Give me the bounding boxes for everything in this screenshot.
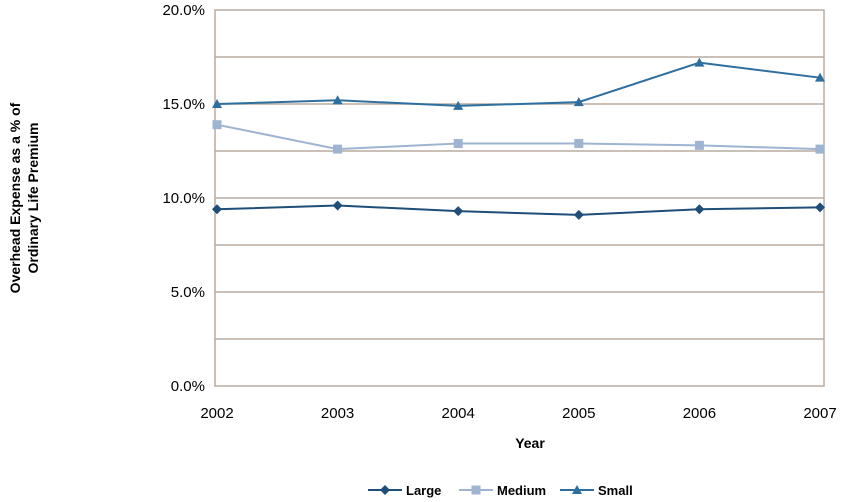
series-medium xyxy=(212,120,825,154)
x-axis-title: Year xyxy=(515,435,545,451)
y-axis-title-line-1: Overhead Expense as a % of xyxy=(7,102,23,293)
diamond-marker xyxy=(573,209,584,220)
diamond-marker xyxy=(694,204,705,215)
triangle-marker-body xyxy=(572,485,582,494)
y-tick-label: 10.0% xyxy=(162,190,205,207)
series-small xyxy=(212,56,825,110)
y-axis-title-line-2: Ordinary Life Premium xyxy=(25,123,41,274)
triangle-marker xyxy=(212,97,222,108)
series-line xyxy=(216,123,821,151)
legend-label: Medium xyxy=(497,483,546,498)
series-large xyxy=(212,200,825,220)
square-marker xyxy=(453,138,463,148)
series-line xyxy=(216,204,821,216)
x-tick-label: 2005 xyxy=(562,405,595,422)
triangle-marker xyxy=(332,93,343,105)
series-line xyxy=(216,61,821,107)
square-marker xyxy=(815,144,825,154)
y-tick-label: 15.0% xyxy=(162,96,205,113)
diamond-marker xyxy=(380,485,390,495)
legend-item-small: Small xyxy=(560,483,633,498)
square-marker xyxy=(212,120,222,130)
diamond-marker xyxy=(815,202,825,213)
legend-label: Large xyxy=(406,483,441,498)
triangle-marker-body xyxy=(453,100,464,110)
triangle-marker xyxy=(453,99,464,110)
triangle-marker xyxy=(815,71,825,82)
triangle-marker xyxy=(694,56,705,67)
triangle-marker-body xyxy=(332,95,343,105)
square-marker xyxy=(333,144,343,154)
legend-item-medium: Medium xyxy=(459,483,546,498)
legend: Large Medium Small xyxy=(368,483,633,498)
triangle-marker-body xyxy=(573,97,584,107)
x-tick-label: 2003 xyxy=(321,405,354,422)
square-marker xyxy=(574,138,584,148)
legend-label: Small xyxy=(598,483,633,498)
triangle-marker xyxy=(573,95,584,107)
square-marker xyxy=(471,485,481,495)
x-tick-labels: 2002 2003 2004 2005 2006 2007 xyxy=(200,405,836,422)
x-tick-label: 2004 xyxy=(442,405,475,422)
y-tick-label: 0.0% xyxy=(171,378,205,395)
y-tick-label: 5.0% xyxy=(171,284,205,301)
x-tick-label: 2002 xyxy=(200,405,233,422)
square-marker xyxy=(694,140,704,150)
triangle-marker xyxy=(572,483,582,494)
diamond-marker xyxy=(212,204,222,215)
y-tick-labels: 0.0% 5.0% 10.0% 15.0% 20.0% xyxy=(162,2,205,395)
x-tick-label: 2007 xyxy=(803,405,836,422)
x-tick-label: 2006 xyxy=(683,405,716,422)
triangle-marker-body xyxy=(815,72,825,82)
series-group xyxy=(212,56,825,220)
diamond-marker xyxy=(332,200,343,211)
triangle-marker-body xyxy=(694,57,705,67)
diamond-marker xyxy=(453,206,464,217)
y-tick-label: 20.0% xyxy=(162,2,205,19)
triangle-marker-body xyxy=(212,99,222,108)
legend-item-large: Large xyxy=(368,483,441,498)
